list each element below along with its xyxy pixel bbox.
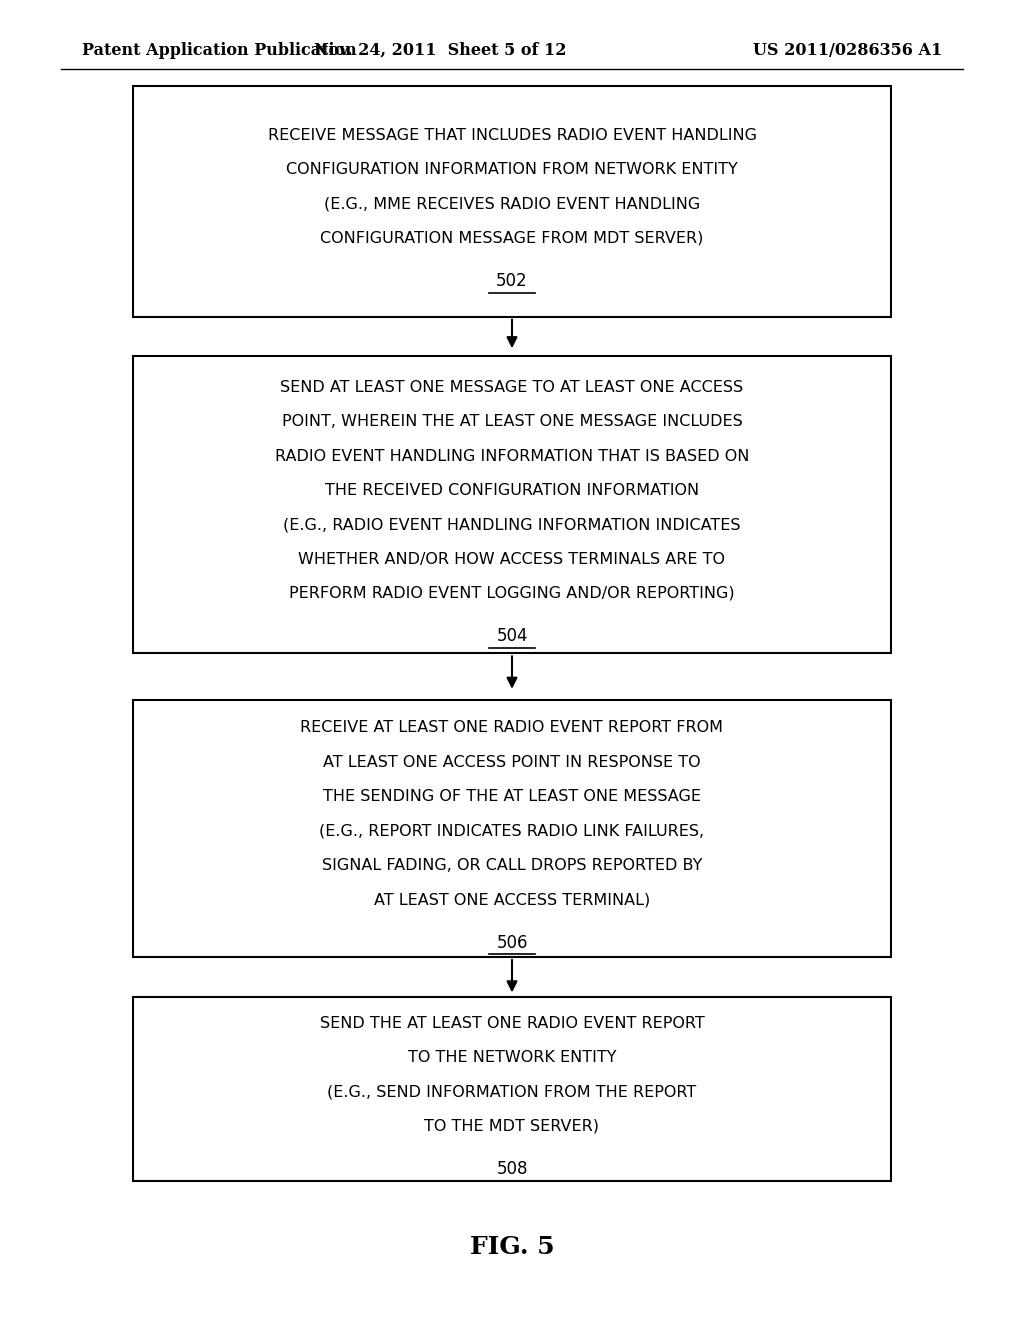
Text: 504: 504 xyxy=(497,627,527,645)
Text: SIGNAL FADING, OR CALL DROPS REPORTED BY: SIGNAL FADING, OR CALL DROPS REPORTED BY xyxy=(322,858,702,873)
Text: POINT, WHEREIN THE AT LEAST ONE MESSAGE INCLUDES: POINT, WHEREIN THE AT LEAST ONE MESSAGE … xyxy=(282,414,742,429)
FancyBboxPatch shape xyxy=(133,700,891,957)
Text: AT LEAST ONE ACCESS POINT IN RESPONSE TO: AT LEAST ONE ACCESS POINT IN RESPONSE TO xyxy=(324,755,700,770)
Text: CONFIGURATION MESSAGE FROM MDT SERVER): CONFIGURATION MESSAGE FROM MDT SERVER) xyxy=(321,231,703,246)
Text: SEND AT LEAST ONE MESSAGE TO AT LEAST ONE ACCESS: SEND AT LEAST ONE MESSAGE TO AT LEAST ON… xyxy=(281,380,743,395)
Text: WHETHER AND/OR HOW ACCESS TERMINALS ARE TO: WHETHER AND/OR HOW ACCESS TERMINALS ARE … xyxy=(299,552,725,566)
Text: (E.G., RADIO EVENT HANDLING INFORMATION INDICATES: (E.G., RADIO EVENT HANDLING INFORMATION … xyxy=(284,517,740,532)
Text: 508: 508 xyxy=(497,1160,527,1177)
Text: THE RECEIVED CONFIGURATION INFORMATION: THE RECEIVED CONFIGURATION INFORMATION xyxy=(325,483,699,498)
Text: SEND THE AT LEAST ONE RADIO EVENT REPORT: SEND THE AT LEAST ONE RADIO EVENT REPORT xyxy=(319,1015,705,1031)
Text: (E.G., SEND INFORMATION FROM THE REPORT: (E.G., SEND INFORMATION FROM THE REPORT xyxy=(328,1084,696,1100)
Text: TO THE NETWORK ENTITY: TO THE NETWORK ENTITY xyxy=(408,1049,616,1065)
Text: RECEIVE MESSAGE THAT INCLUDES RADIO EVENT HANDLING: RECEIVE MESSAGE THAT INCLUDES RADIO EVEN… xyxy=(267,128,757,143)
FancyBboxPatch shape xyxy=(133,997,891,1181)
Text: THE SENDING OF THE AT LEAST ONE MESSAGE: THE SENDING OF THE AT LEAST ONE MESSAGE xyxy=(323,789,701,804)
Text: Patent Application Publication: Patent Application Publication xyxy=(82,42,356,58)
Text: TO THE MDT SERVER): TO THE MDT SERVER) xyxy=(425,1118,599,1134)
FancyBboxPatch shape xyxy=(133,356,891,653)
Text: PERFORM RADIO EVENT LOGGING AND/OR REPORTING): PERFORM RADIO EVENT LOGGING AND/OR REPOR… xyxy=(289,586,735,601)
Text: AT LEAST ONE ACCESS TERMINAL): AT LEAST ONE ACCESS TERMINAL) xyxy=(374,892,650,907)
Text: FIG. 5: FIG. 5 xyxy=(470,1236,554,1259)
Text: CONFIGURATION INFORMATION FROM NETWORK ENTITY: CONFIGURATION INFORMATION FROM NETWORK E… xyxy=(286,162,738,177)
Text: Nov. 24, 2011  Sheet 5 of 12: Nov. 24, 2011 Sheet 5 of 12 xyxy=(314,42,566,58)
Text: (E.G., REPORT INDICATES RADIO LINK FAILURES,: (E.G., REPORT INDICATES RADIO LINK FAILU… xyxy=(319,824,705,838)
Text: US 2011/0286356 A1: US 2011/0286356 A1 xyxy=(753,42,942,58)
Text: (E.G., MME RECEIVES RADIO EVENT HANDLING: (E.G., MME RECEIVES RADIO EVENT HANDLING xyxy=(324,197,700,211)
Text: 506: 506 xyxy=(497,933,527,952)
FancyBboxPatch shape xyxy=(133,86,891,317)
Text: RADIO EVENT HANDLING INFORMATION THAT IS BASED ON: RADIO EVENT HANDLING INFORMATION THAT IS… xyxy=(274,449,750,463)
Text: RECEIVE AT LEAST ONE RADIO EVENT REPORT FROM: RECEIVE AT LEAST ONE RADIO EVENT REPORT … xyxy=(300,721,724,735)
Text: 502: 502 xyxy=(497,272,527,290)
